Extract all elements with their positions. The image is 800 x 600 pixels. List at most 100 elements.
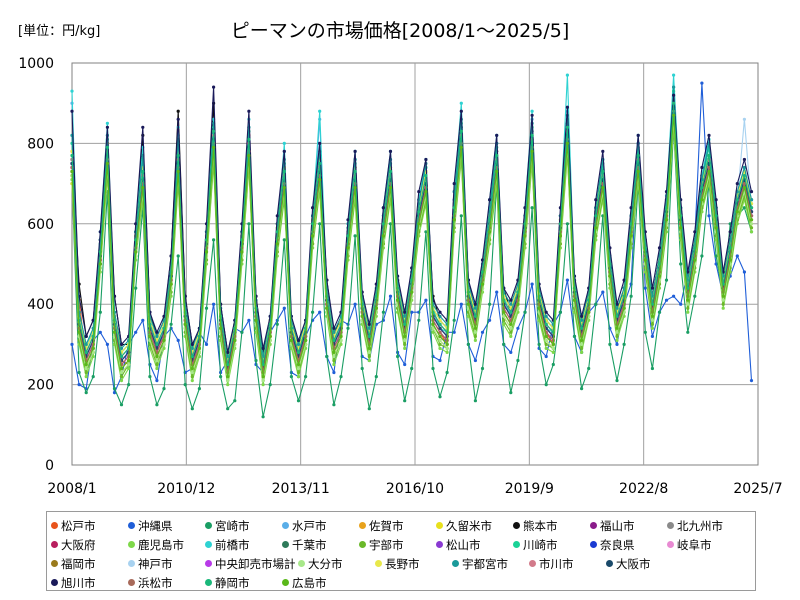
data-point: [488, 318, 492, 322]
data-point: [289, 338, 293, 342]
data-point: [721, 298, 725, 302]
data-point: [509, 391, 513, 395]
data-point: [431, 326, 435, 330]
data-point: [664, 278, 669, 282]
data-point: [672, 85, 676, 89]
data-point: [594, 214, 598, 218]
data-point: [332, 403, 336, 407]
data-point: [417, 210, 421, 214]
x-tick-label: 2010/12: [157, 481, 215, 497]
data-point: [261, 415, 265, 419]
data-point: [296, 375, 301, 379]
data-point: [452, 330, 456, 334]
data-point: [516, 358, 520, 363]
data-point: [219, 375, 223, 379]
data-point: [714, 214, 718, 218]
data-point: [530, 133, 534, 137]
data-point: [480, 282, 485, 286]
data-point: [367, 358, 371, 363]
data-point: [664, 218, 669, 222]
data-point: [473, 399, 477, 403]
data-point: [466, 342, 470, 346]
data-point: [636, 153, 640, 158]
data-point: [749, 206, 754, 210]
data-point: [204, 250, 209, 254]
data-point: [155, 403, 159, 407]
data-point: [742, 157, 747, 162]
data-point: [679, 262, 683, 266]
data-point: [735, 254, 739, 258]
data-point: [721, 306, 725, 310]
data-point: [403, 338, 407, 342]
data-point: [459, 129, 463, 133]
legend-label: 大阪府: [61, 537, 96, 552]
data-point: [311, 206, 315, 210]
legend: 松戸市 沖縄県 宮崎市 水戸市 佐賀市 久留米市 熊本市 福山市 北九州市 大阪府 鹿児島市 前橋市 千…: [46, 511, 756, 591]
data-point: [622, 306, 626, 310]
data-point: [523, 310, 527, 314]
data-point: [594, 226, 598, 230]
data-point: [247, 222, 251, 226]
data-point: [268, 334, 272, 338]
data-point: [530, 282, 534, 286]
data-point: [381, 234, 385, 238]
data-point: [686, 310, 690, 314]
data-point: [714, 254, 718, 258]
data-point: [459, 145, 463, 149]
data-point: [466, 302, 470, 306]
legend-item: 福山市: [590, 516, 666, 535]
data-point: [473, 334, 477, 338]
legend-label: 旭川市: [61, 575, 96, 590]
data-point: [226, 407, 230, 411]
data-point: [544, 314, 548, 318]
data-point: [183, 322, 187, 326]
x-tick-label: 2019/9: [505, 481, 554, 497]
data-point: [155, 330, 159, 334]
data-point: [565, 105, 570, 109]
data-point: [445, 350, 449, 354]
data-point: [438, 322, 442, 326]
data-point: [686, 298, 690, 302]
data-point: [388, 169, 393, 174]
data-point: [84, 370, 88, 375]
data-point: [488, 302, 492, 306]
data-point: [169, 322, 173, 326]
data-point: [544, 342, 548, 346]
data-point: [622, 278, 626, 282]
legend-item: 大分市: [298, 554, 374, 573]
data-point: [650, 334, 655, 338]
data-point: [615, 302, 619, 306]
data-point: [672, 73, 676, 77]
x-tick-label: 2022/8: [619, 481, 668, 497]
data-point: [127, 366, 131, 371]
data-point: [84, 342, 88, 346]
data-point: [693, 230, 697, 234]
data-point: [707, 214, 711, 218]
data-point: [275, 214, 279, 218]
data-point: [707, 153, 711, 158]
data-point: [190, 375, 194, 379]
data-point: [749, 230, 754, 234]
data-point: [672, 101, 676, 105]
data-point: [346, 218, 350, 222]
data-point: [742, 165, 747, 170]
data-point: [459, 101, 463, 105]
data-point: [70, 169, 74, 174]
data-point: [176, 169, 180, 174]
data-point: [367, 334, 371, 338]
data-point: [544, 346, 548, 350]
data-point: [282, 149, 286, 153]
x-tick-label: 2008/1: [47, 481, 96, 497]
data-point: [615, 326, 619, 330]
data-point: [119, 375, 124, 379]
data-point: [162, 387, 166, 391]
data-point: [339, 334, 343, 338]
data-point: [190, 407, 194, 411]
grid-lines: [72, 63, 758, 465]
data-point: [318, 161, 322, 166]
data-point: [473, 330, 477, 334]
chart-title: ピーマンの市場価格[2008/1～2025/5]: [230, 20, 570, 42]
legend-item: 前橋市: [205, 535, 281, 554]
data-point: [282, 169, 286, 174]
data-point: [587, 366, 591, 371]
